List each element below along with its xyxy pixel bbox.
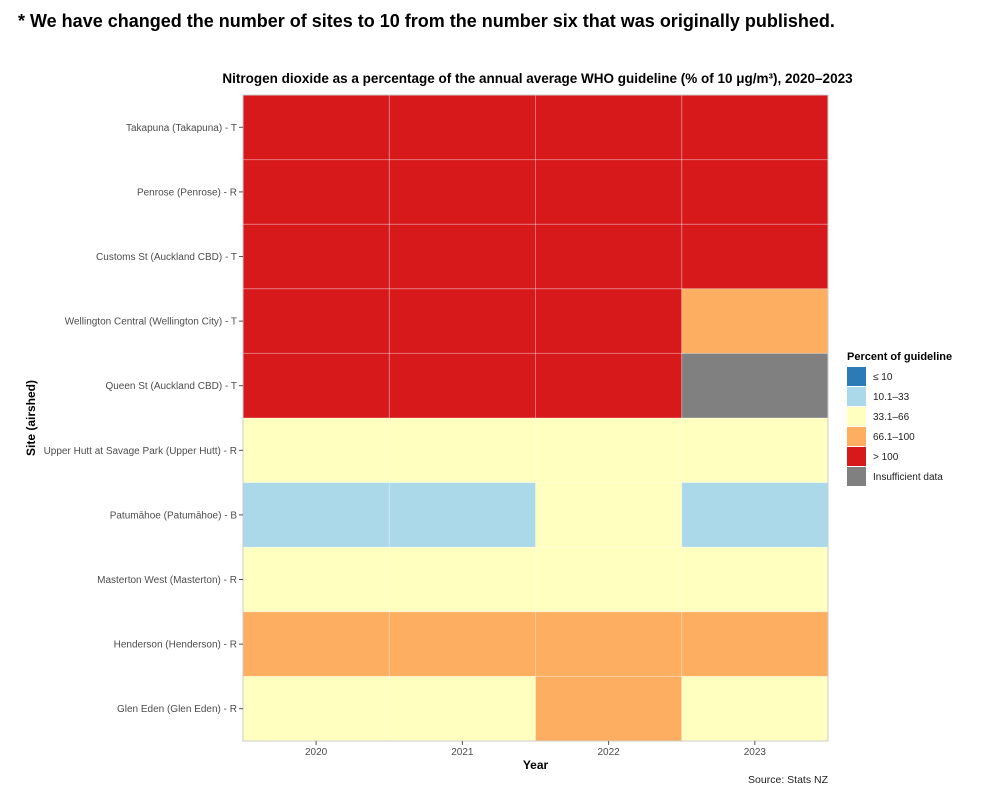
- heatmap-cell: [681, 224, 828, 289]
- y-tick-label: Penrose (Penrose) - R: [137, 187, 237, 198]
- y-tick-label: Queen St (Auckland CBD) - T: [105, 381, 237, 392]
- heatmap-cell: [681, 353, 828, 418]
- heatmap-cell: [535, 353, 682, 418]
- heatmap-cell: [681, 159, 828, 225]
- y-tick-label: Takapuna (Takapuna) - T: [126, 123, 237, 134]
- heatmap-cell: [243, 95, 390, 160]
- legend-label: ≤ 10: [873, 372, 893, 383]
- heatmap-cell: [243, 547, 390, 612]
- y-tick-label: Henderson (Henderson) - R: [114, 640, 237, 651]
- heatmap-cell: [535, 159, 682, 225]
- heatmap-cell: [535, 418, 682, 483]
- legend-label: Insufficient data: [873, 472, 943, 483]
- heatmap-cell: [535, 288, 682, 354]
- y-tick-label: Wellington Central (Wellington City) - T: [65, 317, 237, 328]
- legend-swatch: [847, 427, 866, 446]
- x-axis-title: Year: [523, 758, 549, 772]
- legend-label: 66.1–100: [873, 432, 915, 443]
- legend-label: 10.1–33: [873, 392, 910, 403]
- legend-swatch: [847, 367, 866, 386]
- plot-border: [242, 94, 829, 742]
- y-axis-title: Site (airshed): [24, 380, 38, 456]
- heatmap-cell: [389, 676, 536, 741]
- legend-swatch: [847, 467, 866, 486]
- heatmap-cell: [681, 611, 828, 677]
- x-tick-label: 2020: [305, 747, 328, 758]
- legend-swatch: [847, 407, 866, 426]
- heatmap-cell: [535, 611, 682, 677]
- heatmap-cell: [243, 611, 390, 677]
- legend-swatch: [847, 387, 866, 406]
- heatmap-cell: [389, 95, 536, 160]
- heatmap-cell: [389, 159, 536, 225]
- heatmap-cell: [243, 353, 390, 418]
- heatmap-cell: [389, 224, 536, 289]
- heatmap-cell: [535, 224, 682, 289]
- heatmap-cell: [681, 418, 828, 483]
- heatmap-cell: [535, 482, 682, 548]
- heatmap-cell: [681, 676, 828, 741]
- heatmap-cell: [389, 418, 536, 483]
- y-tick-label: Masterton West (Masterton) - R: [97, 575, 237, 586]
- x-tick-label: 2023: [744, 747, 767, 758]
- heatmap-cell: [243, 224, 390, 289]
- heatmap-cell: [535, 95, 682, 160]
- heatmap-cell: [681, 482, 828, 548]
- notice-text: * We have changed the number of sites to…: [18, 11, 835, 31]
- heatmap-cell: [681, 95, 828, 160]
- y-tick-label: Glen Eden (Glen Eden) - R: [117, 704, 237, 715]
- heatmap-cell: [389, 353, 536, 418]
- heatmap-cell: [681, 547, 828, 612]
- chart-title: Nitrogen dioxide as a percentage of the …: [222, 71, 853, 86]
- heatmap-cell: [243, 418, 390, 483]
- heatmap-cell: [389, 482, 536, 548]
- x-tick-label: 2021: [451, 747, 474, 758]
- legend-swatch: [847, 447, 866, 466]
- heatmap-cell: [243, 676, 390, 741]
- heatmap-cell: [535, 547, 682, 612]
- legend-title: Percent of guideline: [847, 351, 952, 363]
- heatmap-cell: [681, 288, 828, 354]
- heatmap-cell: [243, 159, 390, 225]
- heatmap-cell: [535, 676, 682, 741]
- x-tick-label: 2022: [598, 747, 621, 758]
- heatmap-cell: [243, 482, 390, 548]
- heatmap-cell: [243, 288, 390, 354]
- y-tick-label: Patumāhoe (Patumāhoe) - B: [110, 510, 238, 521]
- source-note: Source: Stats NZ: [748, 774, 828, 786]
- y-tick-label: Upper Hutt at Savage Park (Upper Hutt) -…: [44, 446, 237, 457]
- y-tick-label: Customs St (Auckland CBD) - T: [96, 252, 237, 263]
- legend-label: > 100: [873, 452, 899, 463]
- heatmap-cell: [389, 288, 536, 354]
- heatmap-cell: [389, 547, 536, 612]
- heatmap-cell: [389, 611, 536, 677]
- legend-label: 33.1–66: [873, 412, 910, 423]
